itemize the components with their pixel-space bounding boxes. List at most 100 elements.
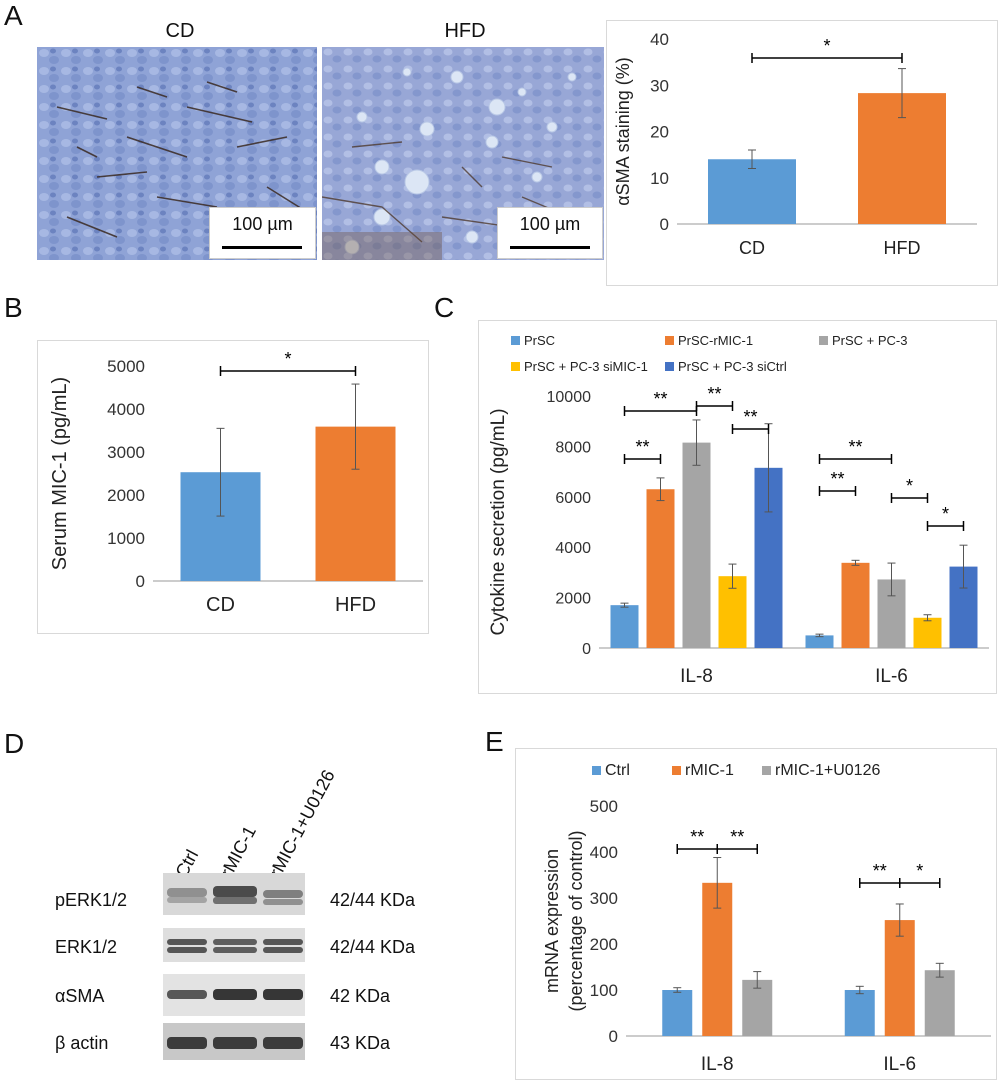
chart-b-ytick: 2000 (107, 486, 145, 505)
chart-c-sig-label: ** (830, 469, 844, 489)
chart-a-ytick: 20 (650, 123, 669, 142)
chart-e-sig-label: ** (690, 827, 704, 847)
chart-c-box: 0 2000 4000 6000 8000 10000 IL-8 IL-6 Cytokine s… (478, 320, 997, 694)
chart-c-ytick: 2000 (555, 591, 591, 608)
chart-c-ytick: 6000 (555, 490, 591, 507)
chart-c-sig-label: * (906, 476, 913, 496)
chart-b-ytick: 5000 (107, 357, 145, 376)
chart-e-bar (884, 920, 915, 1036)
blot-asma (163, 974, 305, 1016)
chart-a-category-label: CD (739, 238, 765, 258)
chart-a-ytick: 10 (650, 169, 669, 188)
wb-protein-asma: αSMA (55, 986, 105, 1006)
chart-e-sig-label: ** (873, 861, 887, 881)
chart-c-sig-label: ** (743, 407, 757, 427)
micrograph-label-hfd: HFD (444, 20, 486, 42)
chart-c-legend-swatch (665, 336, 674, 345)
scale-bar-cd (222, 246, 302, 249)
blot-erk-bands (163, 928, 305, 962)
panel-letter-e: E (485, 726, 504, 757)
chart-c-legend-swatch (511, 336, 520, 345)
chart-a-bar (708, 159, 796, 224)
chart-a-box: 0 10 20 30 40 CD HFD αSMA staining (%) * (606, 20, 998, 286)
chart-c-legend-label: PrSC + PC-3 siCtrl (678, 359, 787, 374)
micrograph-cd: 100 µm (37, 47, 317, 260)
chart-c-legend-label: PrSC-rMIC-1 (678, 333, 753, 348)
wb-size-perk: 42/44 KDa (330, 890, 416, 910)
chart-e-bar (924, 970, 955, 1036)
chart-e-category-label: IL-6 (883, 1054, 916, 1075)
chart-e-ytick: 500 (590, 797, 618, 816)
chart-c-legend-label: PrSC + PC-3 siMIC-1 (524, 359, 648, 374)
chart-b: 0 1000 2000 3000 4000 5000 CD HFD Serum MIC-1 (p… (49, 349, 423, 616)
chart-c-bar (913, 617, 942, 648)
scale-bar-box-cd: 100 µm (209, 207, 316, 259)
chart-e-legend-label: Ctrl (605, 762, 630, 779)
wb-size-bactin: 43 KDa (330, 1033, 391, 1053)
chart-c-ytick: 0 (582, 641, 591, 658)
chart-b-ylabel: Serum MIC-1 (pg/mL) (49, 377, 71, 570)
chart-e-box: 0 100 200 300 400 500 IL-8 IL-6 mRNA expression(… (515, 748, 997, 1080)
chart-c-ytick: 4000 (555, 540, 591, 557)
chart-c-sig-label: ** (635, 437, 649, 457)
blot-bactin-bands (163, 1023, 305, 1060)
wb-protein-erk: ERK1/2 (55, 937, 118, 957)
panel-letter-d: D (4, 728, 25, 759)
chart-e-ytick: 400 (590, 843, 618, 862)
chart-e-ylabel: mRNA expression (542, 849, 562, 993)
chart-e-legend-swatch (672, 766, 681, 775)
wb-protein-perk: pERK1/2 (55, 890, 128, 910)
scale-bar-label-hfd: 100 µm (519, 214, 581, 234)
chart-b-category-label: HFD (335, 594, 376, 616)
chart-e-sig-label: * (916, 861, 923, 881)
chart-e-ytick: 0 (609, 1027, 618, 1046)
chart-e-ytick: 300 (590, 889, 618, 908)
chart-e: 0 100 200 300 400 500 IL-8 IL-6 mRNA expression(… (542, 762, 991, 1075)
scale-bar-label-cd: 100 µm (232, 214, 293, 234)
chart-c-ylabel: Cytokine secretion (pg/mL) (488, 408, 509, 635)
chart-b-ytick: 0 (136, 572, 145, 591)
chart-c: 0 2000 4000 6000 8000 10000 IL-8 IL-6 Cytokine s… (488, 333, 989, 687)
chart-e-legend-label: rMIC-1 (685, 762, 734, 779)
chart-c-legend-label: PrSC (524, 333, 555, 348)
chart-a-ytick: 30 (650, 76, 669, 95)
chart-c-sig-label: ** (653, 389, 667, 409)
chart-e-bar (844, 990, 875, 1036)
chart-a: 0 10 20 30 40 CD HFD αSMA staining (%) * (613, 30, 977, 258)
chart-e-ylabel: (percentage of control) (566, 830, 586, 1011)
chart-e-legend-label: rMIC-1+U0126 (775, 762, 880, 779)
chart-e-sig-label: ** (730, 827, 744, 847)
chart-b-ytick: 1000 (107, 529, 145, 548)
chart-c-category-label: IL-6 (875, 666, 908, 687)
chart-c-bar (646, 489, 675, 648)
blot-perk (163, 873, 305, 915)
chart-e-bar (742, 979, 773, 1036)
chart-c-legend-swatch (511, 362, 520, 371)
chart-c-ytick: 8000 (555, 439, 591, 456)
chart-a-sig-label: * (823, 36, 830, 56)
panel-letter-a: A (4, 0, 23, 31)
blot-bactin (163, 1023, 305, 1060)
chart-c-legend-swatch (665, 362, 674, 371)
chart-c-sig-label: ** (707, 384, 721, 404)
panel-letter-c: C (434, 292, 455, 323)
chart-b-ytick: 3000 (107, 443, 145, 462)
chart-b-category-label: CD (206, 594, 235, 616)
wb-size-asma: 42 KDa (330, 986, 391, 1006)
micrograph-hfd: 100 µm (322, 47, 604, 260)
wb-lane-rmic1-u0126: rMIC-1+U0126 (265, 766, 339, 881)
chart-b-box: 0 1000 2000 3000 4000 5000 CD HFD Serum MIC-1 (p… (37, 340, 429, 634)
panel-letter-b: B (4, 292, 23, 323)
chart-a-ytick: 40 (650, 30, 669, 49)
chart-e-legend-swatch (762, 766, 771, 775)
chart-c-bar (805, 635, 834, 648)
wb-protein-bactin: β actin (55, 1033, 109, 1053)
chart-c-legend-swatch (819, 336, 828, 345)
chart-c-legend-label: PrSC + PC-3 (832, 333, 908, 348)
micrograph-cd-texture (37, 47, 317, 260)
wb-size-erk: 42/44 KDa (330, 937, 416, 957)
chart-e-category-label: IL-8 (701, 1054, 734, 1075)
chart-e-legend-swatch (592, 766, 601, 775)
chart-c-sig-label: * (942, 504, 949, 524)
chart-a-ylabel: αSMA staining (%) (613, 57, 633, 205)
